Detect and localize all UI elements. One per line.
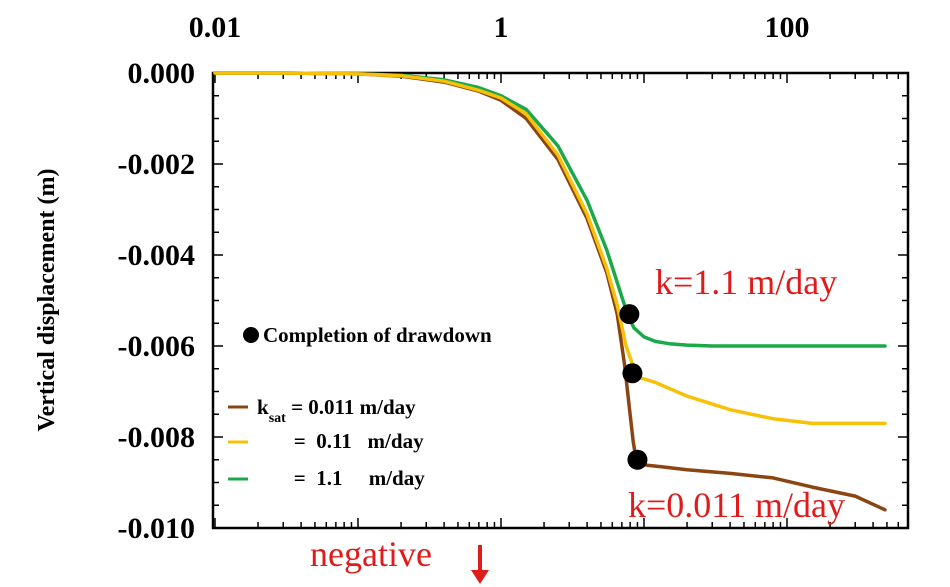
y-axis-label: Vertical displacement (m) bbox=[34, 168, 60, 431]
legend-marker-dot bbox=[243, 327, 259, 343]
negative-arrow-icon bbox=[471, 545, 489, 584]
legend-label-0011: ksat = 0.011 m/day bbox=[257, 395, 416, 426]
y-tick-label: -0.010 bbox=[118, 512, 196, 545]
legend-k-subscript: sat bbox=[269, 411, 286, 426]
legend-label-11: = 1.1 m/day bbox=[257, 466, 425, 490]
drawdown-completion-marker bbox=[619, 304, 639, 324]
x-tick-label: 0.01 bbox=[189, 11, 242, 44]
drawdown-completion-marker bbox=[622, 363, 642, 383]
series-line bbox=[215, 73, 885, 346]
y-tick-label: 0.000 bbox=[128, 57, 196, 90]
legend-k: k bbox=[257, 395, 269, 419]
drawdown-completion-marker bbox=[627, 450, 647, 470]
annotation-negative: negative bbox=[310, 534, 432, 574]
x-tick-label: 100 bbox=[765, 11, 810, 44]
y-tick-label: -0.008 bbox=[118, 421, 196, 454]
annotation-k-0-011: k=0.011 m/day bbox=[628, 485, 845, 525]
y-tick-label: -0.002 bbox=[118, 148, 196, 181]
y-tick-label: -0.006 bbox=[118, 330, 196, 363]
annotation-k-1-1: k=1.1 m/day bbox=[655, 262, 837, 302]
legend-k-rest: = 0.011 m/day bbox=[286, 395, 416, 419]
legend-marker-label: Completion of drawdown bbox=[263, 323, 492, 347]
y-tick-label: -0.004 bbox=[118, 239, 196, 272]
x-tick-label: 1 bbox=[494, 11, 509, 44]
series-line bbox=[215, 73, 885, 423]
legend-label-011: = 0.11 m/day bbox=[257, 429, 424, 453]
